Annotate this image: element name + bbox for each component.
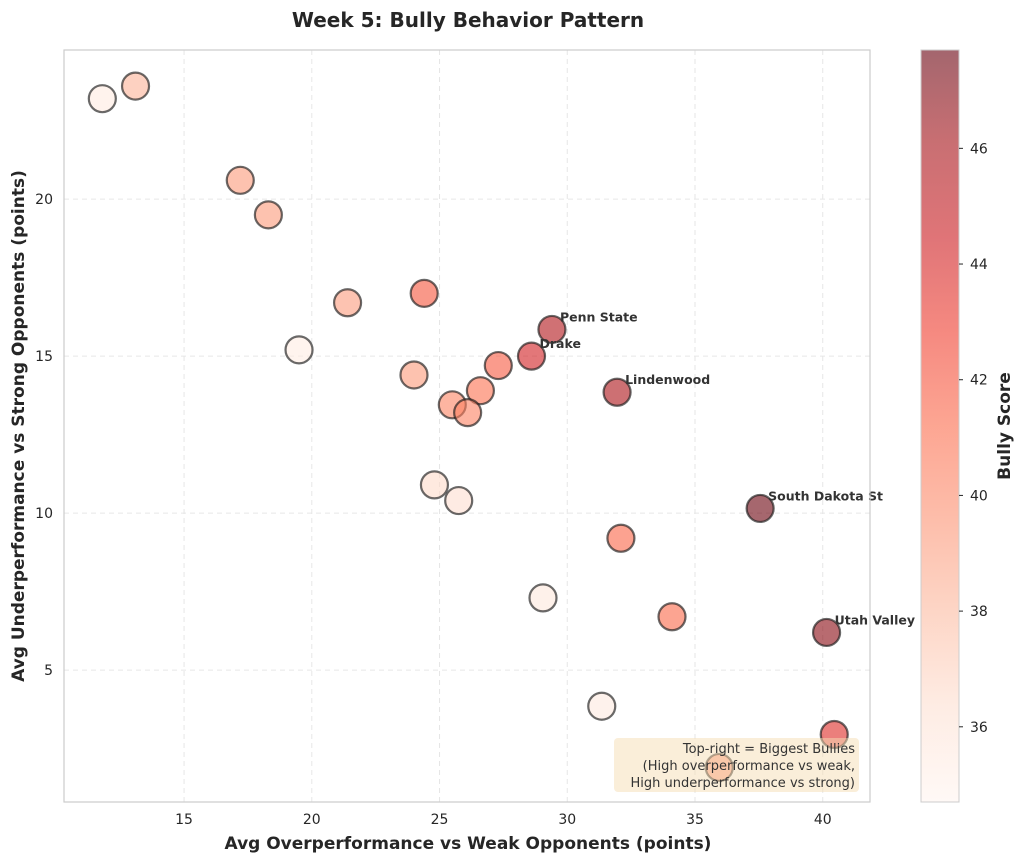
data-point: [87, 84, 117, 114]
data-point: [399, 360, 429, 390]
point-labels: Penn State Drake Lindenwood South Dakota St…: [540, 309, 916, 627]
point-label: Drake: [540, 336, 581, 351]
y-axis-ticks: 5 10 15 20: [35, 192, 53, 679]
colorbar-tick-label: 46: [970, 141, 988, 157]
x-tick-label: 20: [303, 812, 321, 828]
point-label: South Dakota St: [768, 488, 883, 503]
annotation-box: Top-right = Biggest Bullies (High overpe…: [614, 738, 859, 792]
x-tick-label: 30: [558, 812, 576, 828]
data-point-south-dakota-st: [745, 493, 775, 524]
point-label: Lindenwood: [625, 372, 710, 387]
data-point: [606, 523, 636, 553]
data-point: [284, 335, 314, 365]
colorbar-tick-label: 40: [970, 488, 988, 504]
x-tick-label: 35: [686, 812, 704, 828]
colorbar-gradient: [921, 50, 959, 802]
data-point: [253, 200, 283, 230]
y-tick-label: 5: [44, 663, 53, 679]
data-point-utah-valley: [811, 617, 842, 648]
colorbar-tick-label: 42: [970, 373, 988, 389]
colorbar-tick-label: 36: [970, 720, 988, 736]
data-point: [528, 583, 558, 613]
x-tick-label: 25: [431, 812, 449, 828]
x-tick-label: 15: [175, 812, 193, 828]
plot-area: Penn State Drake Lindenwood South Dakota St…: [63, 49, 916, 803]
data-point: [453, 398, 483, 428]
data-point: [419, 470, 450, 500]
point-label: Utah Valley: [835, 612, 915, 627]
annotation-line-2: (High overperformance vs weak,: [643, 759, 855, 774]
y-tick-label: 20: [35, 192, 53, 208]
data-point: [587, 691, 617, 721]
data-point: [120, 71, 151, 101]
point-label: Penn State: [560, 309, 638, 324]
plot-frame: [63, 49, 871, 803]
data-points: [87, 71, 849, 783]
x-tick-label: 40: [814, 812, 832, 828]
x-axis-ticks: 15 20 25 30 35 40: [175, 812, 831, 828]
data-point-lindenwood: [602, 377, 632, 407]
data-point: [409, 278, 439, 308]
colorbar-tick-label: 38: [970, 604, 988, 620]
data-point: [483, 350, 513, 381]
data-point: [332, 288, 363, 318]
y-axis-label: Avg Underperformance vs Strong Opponents…: [9, 170, 29, 682]
y-tick-label: 10: [35, 506, 53, 522]
colorbar-label: Bully Score: [995, 372, 1015, 480]
y-tick-label: 15: [35, 349, 53, 365]
data-point: [465, 376, 496, 406]
annotation-line-1: Top-right = Biggest Bullies: [682, 742, 855, 757]
colorbar-frame: [920, 49, 960, 803]
data-point: [444, 485, 474, 516]
colorbar-ticks: 36 38 40 42 44 46: [959, 141, 988, 736]
colorbar: 36 38 40 42 44 46 Bully Score: [920, 49, 1015, 803]
data-point: [657, 602, 687, 632]
data-point-drake: [516, 341, 547, 371]
chart-title: Week 5: Bully Behavior Pattern: [292, 8, 644, 32]
annotation-line-3: High underperformance vs strong): [630, 776, 855, 791]
x-axis-label: Avg Overperformance vs Weak Opponents (p…: [225, 834, 712, 854]
annotation-background: [614, 738, 859, 792]
data-point-penn-state: [537, 314, 567, 345]
colorbar-tick-label: 44: [970, 257, 988, 273]
data-point: [225, 165, 255, 195]
